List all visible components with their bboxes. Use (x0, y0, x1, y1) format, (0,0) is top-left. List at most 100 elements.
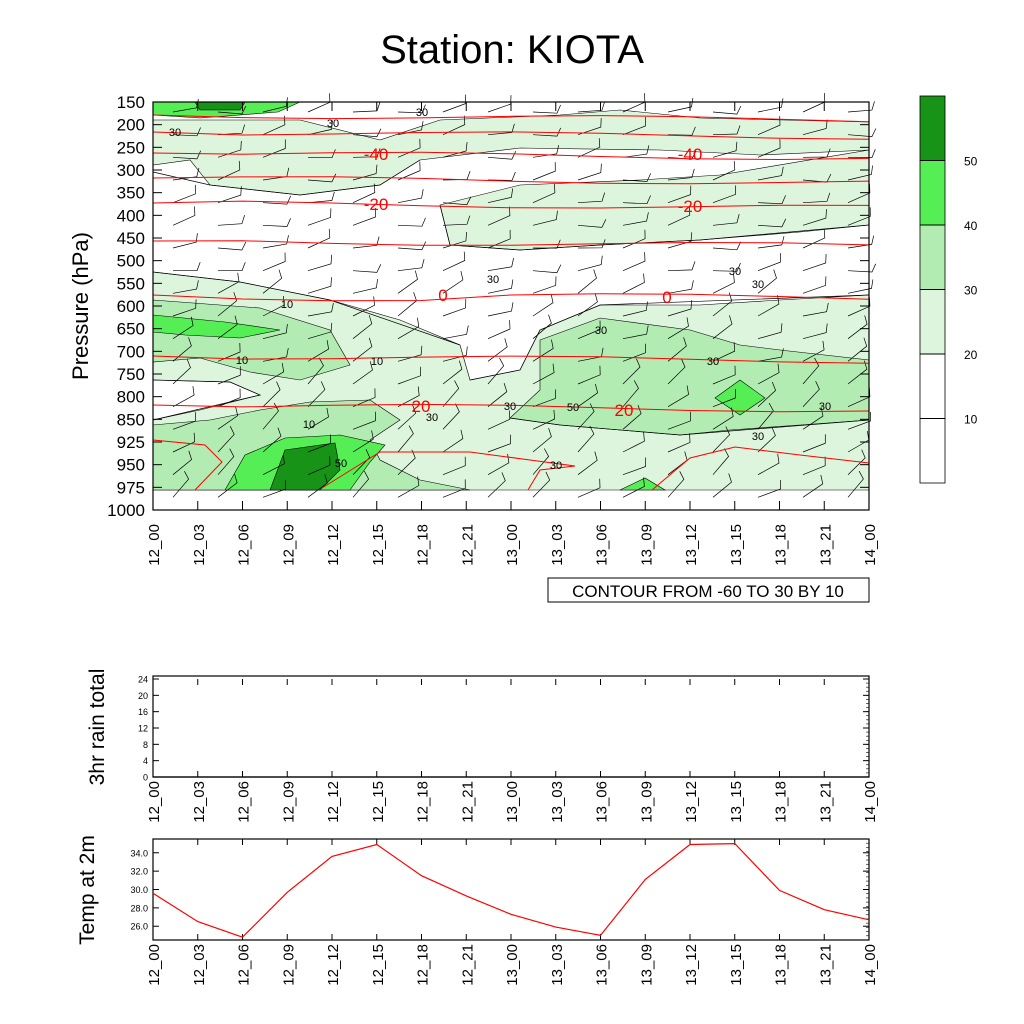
pressure-tick-label: 950 (117, 456, 145, 475)
wind-barb (442, 196, 472, 206)
wind-barb (622, 273, 645, 294)
time-tick-label: 12_06 (236, 524, 253, 566)
wind-barb (847, 411, 871, 430)
wind-barb (757, 138, 781, 158)
wind-barb (172, 316, 194, 339)
wind-barb (802, 276, 827, 294)
wind-barb (352, 164, 378, 181)
wind-barb (622, 380, 639, 407)
pressure-tick-label: 925 (117, 433, 145, 452)
humidity-contour-label: 30 (707, 356, 719, 368)
x-tick-label: 13_06 (594, 944, 611, 986)
wind-barb (487, 320, 511, 340)
wind-barb (262, 362, 285, 385)
wind-barb (577, 478, 601, 498)
temperature-y-axis-label: Temp at 2m (76, 835, 99, 945)
wind-barb (577, 365, 601, 385)
temperature-contour-label: -20 (364, 195, 389, 214)
wind-barb (667, 261, 696, 272)
y-tick-label: 4 (143, 756, 148, 766)
humidity-contour-line-5 (509, 417, 870, 436)
wind-barb (847, 207, 871, 226)
wind-barb (577, 255, 603, 272)
wind-barb (442, 360, 463, 385)
x-tick-label: 13_12 (683, 944, 700, 986)
temperature-plot-frame (152, 838, 870, 941)
wind-barb (262, 381, 281, 407)
pressure-tick-label: 400 (117, 206, 145, 225)
temperature-contour-line-8 (152, 403, 870, 413)
wind-barb (397, 241, 427, 251)
wind-barb (532, 389, 557, 408)
wind-barb (352, 411, 376, 430)
humidity-contour-labels: 30 30 30 10 10 10 10 30 30 30 30 30 30 30 30 50 50 30 30 (169, 107, 831, 472)
wind-barb (487, 279, 514, 294)
wind-barb (262, 427, 282, 453)
wind-barb (307, 228, 331, 249)
time-tick-label: 13_06 (594, 524, 611, 566)
wind-barb (757, 166, 784, 181)
wind-barb (532, 314, 552, 339)
wind-barb (217, 474, 238, 498)
wind-barb (442, 170, 471, 181)
wind-barb (757, 479, 782, 498)
pressure-tick-label: 200 (117, 116, 145, 135)
humidity-contour-label: 50 (335, 458, 347, 470)
time-tick-label: 13_18 (773, 524, 790, 566)
y-tick-label: 32.0 (130, 867, 148, 877)
wind-barb (667, 317, 689, 339)
wind-barb (262, 139, 286, 158)
wind-barb (622, 173, 652, 182)
wind-barb (217, 186, 242, 204)
temperature-contour-line-5 (152, 240, 870, 246)
colorbar-legend: 50 40 30 20 10 (919, 95, 978, 484)
wind-barb (262, 218, 291, 227)
wind-barb (352, 207, 376, 226)
wind-barb (622, 145, 650, 158)
wind-barb (622, 432, 645, 453)
wind-barb (307, 277, 332, 294)
wind-barb (172, 167, 200, 181)
wind-barb (532, 145, 560, 158)
temperature-contour-label: 20 (412, 397, 431, 416)
pressure-tick-label: 850 (117, 410, 145, 429)
x-tick-label: 13_18 (773, 944, 790, 986)
wind-barb (487, 357, 505, 385)
humidity-region-11 (269, 442, 341, 491)
wind-barb (757, 236, 785, 249)
wind-barb (712, 185, 737, 204)
wind-barb (577, 192, 606, 204)
wind-barb (397, 259, 425, 272)
colorbar-label: 30 (964, 284, 978, 298)
wind-barb (577, 403, 595, 430)
wind-barb (712, 214, 740, 226)
wind-barb (757, 98, 784, 113)
humidity-contour-line-1 (439, 204, 870, 251)
pressure-tick-label: 150 (117, 93, 145, 112)
wind-barb (352, 128, 382, 138)
wind-barb (442, 325, 469, 340)
pressure-tick-label: 550 (117, 274, 145, 293)
wind-barb (847, 263, 877, 273)
temperature-contour-line-7 (152, 355, 870, 364)
wind-barb (397, 161, 421, 181)
wind-barb (802, 380, 820, 407)
temperature-panel: 26.0 28.0 30.0 32.0 34.0 12_00 12_03 12_06 12_09… (76, 835, 879, 986)
wind-barb (442, 479, 466, 498)
wind-barb (667, 433, 691, 453)
wind-barb (217, 214, 245, 226)
wind-barb (847, 165, 873, 181)
wind-barb (397, 345, 423, 362)
colorbar-label: 40 (964, 219, 978, 233)
wind-barb (712, 105, 742, 115)
pressure-tick-label: 350 (117, 184, 145, 203)
wind-barb (847, 315, 868, 339)
wind-barb (757, 454, 780, 476)
wind-barb (487, 472, 506, 498)
wind-barb (487, 410, 511, 430)
humidity-contour-label: 10 (371, 356, 383, 368)
wind-barb (712, 426, 731, 453)
wind-barb (802, 340, 825, 362)
wind-barb (442, 403, 460, 430)
wind-barb (757, 323, 783, 340)
